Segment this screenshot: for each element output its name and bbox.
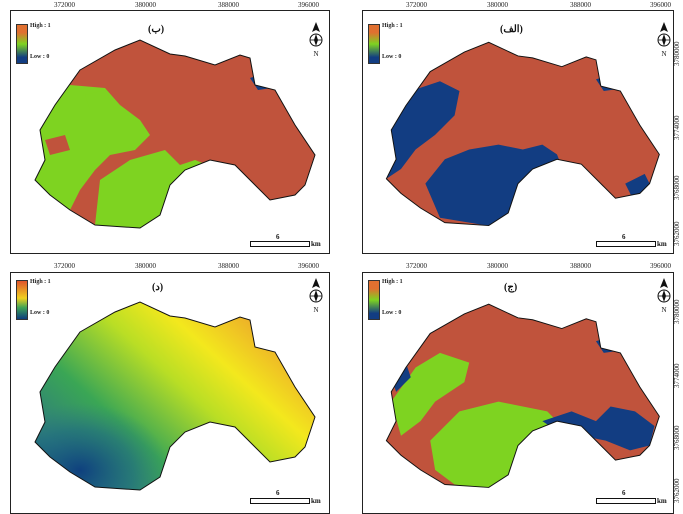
panel-title: (الف) <box>500 24 523 35</box>
x-tick: 372000 <box>406 262 427 270</box>
x-tick: 380000 <box>135 262 156 270</box>
y-tick: 3762000 <box>673 478 681 504</box>
region-map <box>34 301 316 491</box>
legend-color-ramp <box>16 280 28 320</box>
north-label: N <box>313 50 318 58</box>
x-tick: 396000 <box>298 262 319 270</box>
legend-color-ramp <box>16 24 28 64</box>
x-tick: 372000 <box>54 1 75 9</box>
scale-unit: km <box>657 240 667 248</box>
legend-color-ramp <box>368 280 380 320</box>
x-tick: 380000 <box>487 262 508 270</box>
scale-value: 6 <box>276 233 280 241</box>
north-label: N <box>661 50 666 58</box>
scale-bar <box>596 498 656 504</box>
north-arrow-icon: N <box>309 22 323 58</box>
legend-high-label: High : 1 <box>30 279 51 285</box>
legend: High : 1 Low : 0 <box>368 23 403 64</box>
panel-title: (ج) <box>504 282 518 293</box>
x-tick: 388000 <box>570 1 591 9</box>
scale-unit: km <box>657 497 667 505</box>
scale-value: 6 <box>622 489 626 497</box>
map-panel-bottom-left: 372000 380000 388000 396000 High : 1 Low… <box>0 260 340 514</box>
legend-high-label: High : 1 <box>382 279 403 285</box>
map-panel-top-right: 372000 380000 388000 396000 3762000 3768… <box>352 0 683 260</box>
map-panel-top-left: 372000 380000 388000 396000 High : 1 Low… <box>0 0 340 260</box>
y-tick: 3768000 <box>673 425 681 451</box>
legend: High : 1 Low : 0 <box>368 279 403 320</box>
y-tick: 3774000 <box>673 115 681 141</box>
x-tick: 388000 <box>218 1 239 9</box>
region-map <box>385 41 660 227</box>
scale-bar <box>596 241 656 247</box>
north-label: N <box>313 306 318 314</box>
y-tick: 3762000 <box>673 221 681 247</box>
legend-color-ramp <box>368 24 380 64</box>
scale-unit: km <box>311 240 321 248</box>
scale-value: 6 <box>276 489 280 497</box>
y-tick: 3774000 <box>673 363 681 389</box>
y-tick: 3780000 <box>673 299 681 325</box>
scale-bar <box>250 498 310 504</box>
panel-title: (ب) <box>148 24 165 35</box>
scale-unit: km <box>311 497 321 505</box>
legend-low-label: Low : 0 <box>30 310 50 316</box>
legend: High : 1 Low : 0 <box>16 23 51 64</box>
north-label: N <box>661 306 666 314</box>
scale-value: 6 <box>622 233 626 241</box>
x-tick: 372000 <box>406 1 427 9</box>
x-tick: 396000 <box>298 1 319 9</box>
legend-low-label: Low : 0 <box>30 54 50 60</box>
legend: High : 1 Low : 0 <box>16 279 51 320</box>
x-tick: 388000 <box>218 262 239 270</box>
x-tick: 372000 <box>54 262 75 270</box>
x-tick: 380000 <box>487 1 508 9</box>
legend-high-label: High : 1 <box>30 23 51 29</box>
y-tick: 3780000 <box>673 41 681 67</box>
panel-title: (د) <box>152 282 164 293</box>
region-map <box>34 39 316 229</box>
y-tick: 3768000 <box>673 175 681 201</box>
legend-low-label: Low : 0 <box>382 310 402 316</box>
scale-bar <box>250 241 310 247</box>
north-arrow-icon: N <box>309 278 323 314</box>
legend-low-label: Low : 0 <box>382 54 402 60</box>
x-tick: 388000 <box>570 262 591 270</box>
x-tick: 396000 <box>650 1 671 9</box>
x-tick: 396000 <box>650 262 671 270</box>
region-map <box>385 303 660 488</box>
north-arrow-icon: N <box>657 278 671 314</box>
north-arrow-icon: N <box>657 22 671 58</box>
map-panel-bottom-right: 372000 380000 388000 396000 3762000 3768… <box>352 260 683 514</box>
x-tick: 380000 <box>135 1 156 9</box>
legend-high-label: High : 1 <box>382 23 403 29</box>
